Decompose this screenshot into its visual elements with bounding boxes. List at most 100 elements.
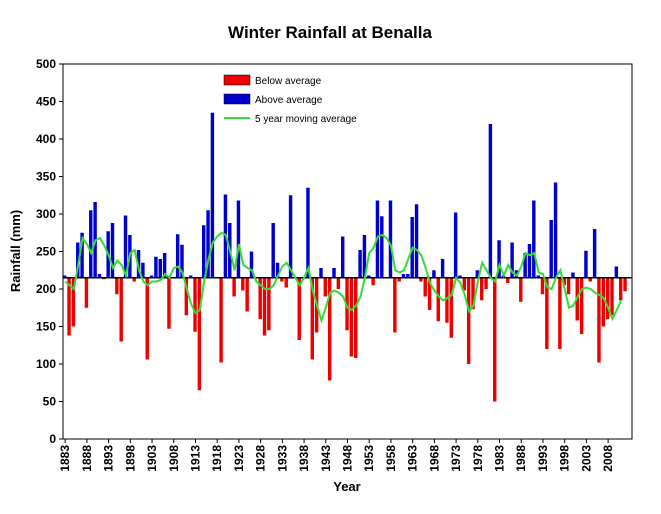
bar-1962 bbox=[406, 274, 410, 278]
bar-1961 bbox=[401, 274, 406, 278]
bar-1999 bbox=[566, 277, 571, 295]
bar-1904 bbox=[154, 256, 158, 278]
x-tick-label-1988: 1988 bbox=[514, 445, 528, 472]
bar-1994 bbox=[545, 277, 549, 349]
bar-2002 bbox=[579, 277, 584, 334]
x-tick-label-1888: 1888 bbox=[80, 445, 94, 472]
bar-1905 bbox=[158, 259, 162, 278]
bar-2000 bbox=[571, 272, 575, 278]
bar-1935 bbox=[288, 195, 293, 278]
bar-series bbox=[63, 112, 627, 402]
x-tick-label-1923: 1923 bbox=[232, 445, 246, 472]
bar-1981 bbox=[488, 124, 493, 278]
y-tick-label-250: 250 bbox=[36, 245, 56, 259]
bar-1937 bbox=[297, 277, 301, 340]
bar-1974 bbox=[458, 275, 462, 278]
bar-1930 bbox=[267, 277, 271, 331]
x-tick-label-1973: 1973 bbox=[449, 445, 463, 472]
bar-1969 bbox=[436, 277, 440, 322]
x-tick-label-1948: 1948 bbox=[341, 445, 355, 472]
bar-1975 bbox=[462, 277, 467, 291]
y-axis: 0 50 100 150 200 250 300 350 400 450 500 bbox=[36, 57, 63, 446]
bar-1940 bbox=[310, 277, 315, 360]
x-tick-label-1938: 1938 bbox=[297, 445, 311, 472]
x-tick-label-1983: 1983 bbox=[493, 445, 507, 472]
bar-1914 bbox=[197, 277, 202, 391]
x-tick-label-2003: 2003 bbox=[579, 445, 593, 472]
bar-1995 bbox=[549, 220, 553, 278]
bar-1942 bbox=[319, 268, 323, 278]
bar-1944 bbox=[327, 277, 332, 381]
bar-1956 bbox=[380, 216, 384, 278]
bar-1996 bbox=[553, 182, 558, 278]
bar-1960 bbox=[397, 277, 401, 282]
x-tick-label-1893: 1893 bbox=[102, 445, 116, 472]
bar-2010 bbox=[614, 266, 619, 278]
bar-1973 bbox=[453, 212, 458, 278]
bar-1959 bbox=[393, 277, 397, 333]
bar-1916 bbox=[206, 210, 210, 278]
bar-1925 bbox=[245, 277, 249, 312]
x-tick-label-1963: 1963 bbox=[406, 445, 420, 472]
bar-2006 bbox=[597, 277, 601, 363]
x-tick-label-1968: 1968 bbox=[427, 445, 441, 472]
y-tick-label-500: 500 bbox=[36, 57, 56, 71]
legend-swatch-below bbox=[223, 74, 251, 86]
bar-1976 bbox=[466, 277, 471, 364]
bar-1945 bbox=[332, 268, 336, 278]
bar-1964 bbox=[414, 204, 419, 278]
bar-1989 bbox=[523, 253, 527, 278]
bar-1932 bbox=[275, 262, 280, 278]
bar-1922 bbox=[232, 277, 236, 297]
bar-1997 bbox=[558, 277, 562, 349]
bar-1967 bbox=[427, 277, 432, 310]
bar-1980 bbox=[484, 277, 488, 289]
x-tick-label-1928: 1928 bbox=[254, 445, 268, 472]
bar-1971 bbox=[445, 277, 449, 323]
bar-1913 bbox=[193, 277, 197, 332]
bar-1896 bbox=[119, 277, 123, 342]
bar-2009 bbox=[610, 277, 614, 316]
bar-1886 bbox=[76, 242, 80, 278]
y-axis-title: Rainfall (mm) bbox=[8, 210, 23, 292]
x-tick-label-1993: 1993 bbox=[536, 445, 550, 472]
bar-1888 bbox=[84, 277, 89, 308]
bar-1894 bbox=[110, 223, 115, 278]
y-tick-label-300: 300 bbox=[36, 207, 56, 221]
bar-1983 bbox=[497, 240, 501, 278]
bar-1933 bbox=[280, 277, 284, 282]
bar-1947 bbox=[340, 236, 345, 278]
bar-2012 bbox=[623, 277, 627, 292]
bar-1977 bbox=[471, 277, 475, 310]
bar-2011 bbox=[618, 277, 623, 301]
bar-2003 bbox=[584, 250, 588, 278]
y-tick-label-150: 150 bbox=[36, 320, 56, 334]
bar-1946 bbox=[336, 277, 341, 289]
legend-label-moving-average: 5 year moving average bbox=[255, 114, 357, 125]
bar-1906 bbox=[162, 253, 167, 278]
bar-1923 bbox=[236, 200, 241, 278]
bar-1903 bbox=[149, 275, 154, 278]
x-tick-label-1903: 1903 bbox=[145, 445, 159, 472]
y-tick-label-100: 100 bbox=[36, 357, 56, 371]
bar-1929 bbox=[262, 277, 267, 336]
bar-1990 bbox=[527, 244, 532, 278]
x-tick-label-1998: 1998 bbox=[558, 445, 572, 472]
bar-1907 bbox=[167, 277, 171, 329]
bar-1979 bbox=[479, 277, 484, 301]
bar-1891 bbox=[97, 274, 102, 278]
x-tick-label-1933: 1933 bbox=[275, 445, 289, 472]
chart-title: Winter Rainfall at Benalla bbox=[228, 23, 432, 42]
bar-1909 bbox=[175, 234, 180, 278]
bar-1897 bbox=[123, 215, 128, 278]
bar-1901 bbox=[141, 262, 145, 278]
bar-1968 bbox=[432, 270, 436, 278]
plot-area bbox=[62, 63, 633, 440]
bar-1902 bbox=[145, 277, 149, 360]
x-tick-label-1953: 1953 bbox=[362, 445, 376, 472]
bar-1998 bbox=[562, 277, 566, 286]
bar-1889 bbox=[89, 210, 93, 278]
bar-1952 bbox=[362, 235, 367, 278]
bar-1978 bbox=[475, 270, 480, 278]
